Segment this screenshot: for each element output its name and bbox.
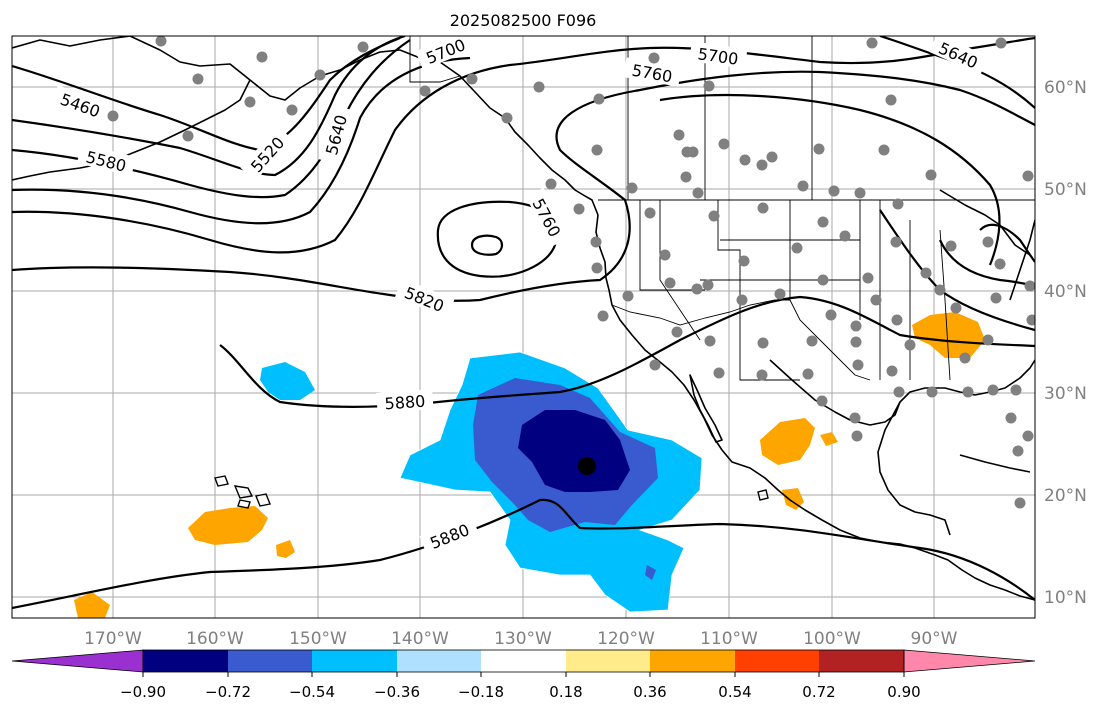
- storm-center-marker: [578, 457, 596, 475]
- lon-label: 150°W: [289, 629, 347, 649]
- colorbar-tick-label: −0.90: [120, 683, 166, 701]
- lon-label: 90°W: [911, 629, 958, 649]
- colorbar-bin: [228, 650, 312, 672]
- colorbar-tick-label: 0.72: [802, 683, 835, 701]
- lon-label: 120°W: [597, 629, 655, 649]
- lon-label: 160°W: [186, 629, 244, 649]
- lon-label: 170°W: [84, 629, 142, 649]
- positive-anomaly-area: [74, 312, 985, 618]
- islands: [214, 475, 769, 509]
- colorbar-extend-low: [11, 649, 144, 673]
- colorbar-tick-label: −0.18: [458, 683, 504, 701]
- colorbar-bin: [735, 650, 819, 672]
- colorbar-tick-label: 0.36: [633, 683, 666, 701]
- colorbar-bin: [566, 650, 650, 672]
- lon-label: 140°W: [391, 629, 449, 649]
- colorbar: −0.90 −0.72 −0.54 −0.36 −0.18 0.18 0.36 …: [11, 649, 1036, 701]
- lat-label: 10°N: [1044, 588, 1087, 608]
- colorbar-tick-label: −0.54: [289, 683, 335, 701]
- lat-label: 60°N: [1044, 78, 1087, 98]
- colorbar-bin: [481, 650, 566, 672]
- political-borders: [409, 36, 1035, 381]
- colorbar-bin: [397, 650, 481, 672]
- coastlines: [12, 36, 1035, 601]
- colorbar-bin: [143, 650, 228, 672]
- lon-label: 110°W: [700, 629, 758, 649]
- negative-anomaly-area: [260, 351, 703, 613]
- colorbar-tick-label: 0.18: [549, 683, 582, 701]
- lon-label: 100°W: [803, 629, 861, 649]
- colorbar-bin: [312, 650, 397, 672]
- lon-label: 130°W: [494, 629, 552, 649]
- latitude-labels: 60°N 50°N 40°N 30°N 20°N 10°N: [1044, 78, 1087, 608]
- contour-labels: 5460 5520 5580 5640 5700 5700 5760 5760 …: [50, 36, 989, 555]
- lat-label: 40°N: [1044, 282, 1087, 302]
- colorbar-tick-label: −0.36: [374, 683, 420, 701]
- colorbar-tick-label: 0.54: [718, 683, 751, 701]
- colorbar-extend-high: [903, 649, 1036, 673]
- colorbar-bin: [819, 650, 904, 672]
- station-markers: [107, 36, 1035, 509]
- map-title: 2025082500 F096: [450, 11, 597, 30]
- map-panel: 5460 5520 5580 5640 5700 5700 5760 5760 …: [12, 36, 1035, 618]
- contour-label: 5880: [384, 392, 426, 414]
- colorbar-tick-label: 0.90: [887, 683, 920, 701]
- colorbar-tick-label: −0.72: [205, 683, 251, 701]
- lat-label: 30°N: [1044, 384, 1087, 404]
- lat-label: 20°N: [1044, 486, 1087, 506]
- lat-label: 50°N: [1044, 180, 1087, 200]
- colorbar-bin: [650, 650, 735, 672]
- longitude-labels: 170°W 160°W 150°W 140°W 130°W 120°W 110°…: [84, 629, 958, 649]
- map-frame: [11, 35, 1036, 619]
